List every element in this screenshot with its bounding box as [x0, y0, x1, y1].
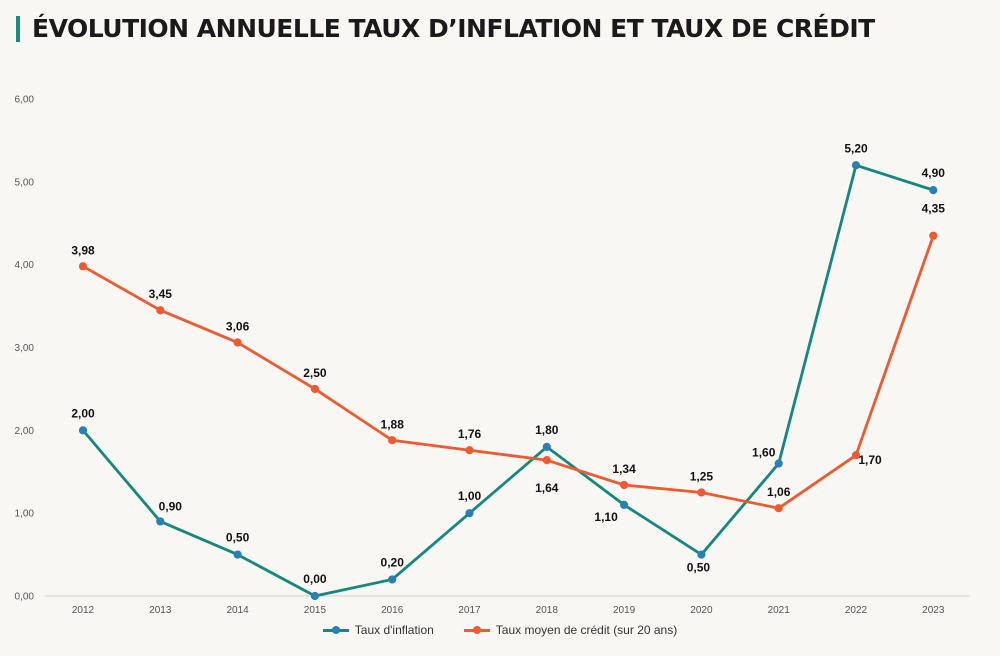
data-label: 1,76 [458, 427, 482, 441]
y-tick-label: 2,00 [15, 426, 35, 437]
legend-swatch-credit [463, 625, 490, 635]
y-tick-label: 6,00 [15, 95, 35, 106]
data-label: 0,20 [381, 555, 405, 569]
series-line-1 [82, 235, 935, 510]
data-point [774, 459, 783, 468]
x-tick-label: 2018 [536, 605, 559, 616]
x-tick-label: 2019 [613, 605, 636, 616]
data-label: 0,50 [687, 561, 711, 575]
data-point [310, 384, 319, 394]
data-point [388, 436, 397, 445]
data-point [310, 591, 319, 601]
data-point [774, 504, 783, 513]
data-label: 0,50 [226, 531, 250, 545]
data-point [233, 338, 242, 347]
x-tick-label: 2023 [922, 605, 945, 616]
data-point [697, 550, 706, 559]
data-label: 1,00 [458, 489, 482, 503]
data-label: 4,35 [922, 202, 946, 216]
x-tick-label: 2016 [381, 605, 404, 616]
data-point [851, 451, 861, 460]
data-point [388, 575, 397, 584]
data-label: 0,90 [159, 499, 183, 513]
data-label: 1,70 [858, 453, 882, 467]
y-tick-label: 1,00 [15, 509, 35, 520]
chart-title: ÉVOLUTION ANNUELLE TAUX D’INFLATION ET T… [32, 14, 875, 43]
x-tick-label: 2017 [458, 605, 481, 616]
data-label: 1,88 [381, 417, 405, 431]
data-label: 1,80 [535, 423, 559, 437]
data-point [465, 446, 474, 455]
legend-label-inflation: Taux d'inflation [354, 623, 434, 637]
data-point [697, 488, 706, 497]
y-tick-label: 4,00 [15, 260, 35, 271]
data-label: 2,50 [303, 366, 327, 380]
chart-title-block: ÉVOLUTION ANNUELLE TAUX D’INFLATION ET T… [16, 14, 875, 43]
data-label: 1,25 [690, 469, 714, 483]
legend-label-credit: Taux moyen de crédit (sur 20 ans) [495, 623, 678, 637]
x-tick-label: 2014 [226, 605, 249, 616]
data-label: 1,06 [767, 485, 791, 499]
y-tick-label: 0,00 [15, 592, 35, 603]
data-point [542, 456, 551, 465]
legend: Taux d'inflation Taux moyen de crédit (s… [0, 623, 1000, 637]
data-point [929, 231, 938, 240]
line-chart: 0,00 1,00 2,00 3,00 4,00 5,00 6,00 2012 2013 2014… [15, 95, 970, 616]
data-label: 4,90 [922, 166, 946, 180]
data-label: 5,20 [844, 141, 868, 155]
data-label: 1,34 [612, 462, 636, 476]
x-tick-label: 2020 [690, 605, 713, 616]
data-label: 2,00 [71, 406, 95, 420]
data-label: 3,06 [226, 320, 250, 334]
x-tick-label: 2021 [768, 605, 791, 616]
x-tick-label: 2022 [845, 605, 868, 616]
y-tick-label: 3,00 [15, 343, 35, 354]
legend-item-inflation: Taux d'inflation [322, 623, 434, 637]
data-label: 0,00 [303, 572, 327, 586]
data-point [233, 550, 242, 559]
data-point [156, 517, 165, 526]
data-point [851, 161, 861, 170]
legend-swatch-inflation [322, 625, 349, 635]
data-point [78, 262, 88, 271]
data-point [465, 509, 474, 518]
data-point [929, 186, 938, 195]
x-tick-label: 2015 [304, 605, 327, 616]
x-tick-label: 2013 [149, 605, 172, 616]
data-point [620, 480, 629, 490]
x-tick-label: 2012 [72, 605, 95, 616]
data-label: 3,98 [71, 243, 95, 257]
data-point [620, 500, 629, 509]
title-accent-bar [16, 15, 20, 42]
data-label: 1,64 [535, 481, 559, 495]
data-label: 1,10 [594, 510, 618, 524]
data-point [78, 426, 88, 435]
data-label: 1,60 [752, 445, 776, 459]
y-tick-label: 5,00 [15, 177, 35, 188]
legend-item-credit: Taux moyen de crédit (sur 20 ans) [463, 623, 678, 637]
data-label: 3,45 [149, 287, 173, 301]
data-point [156, 306, 165, 315]
series-line-0 [81, 163, 934, 598]
data-point [542, 442, 551, 451]
